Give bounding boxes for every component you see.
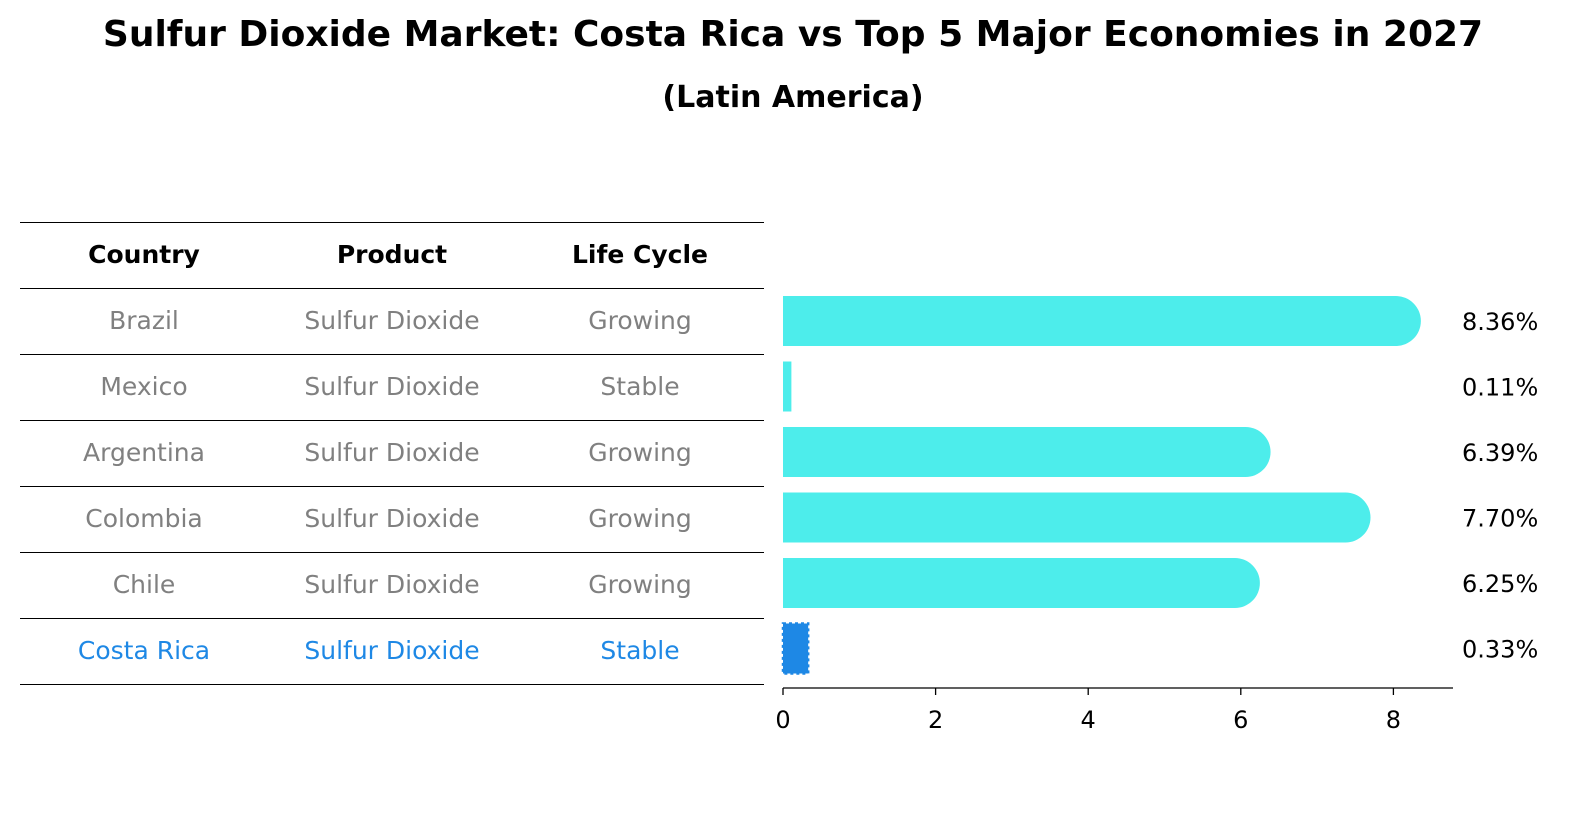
table-rule <box>20 420 764 421</box>
table-cell-life-cycle: Growing <box>588 306 692 335</box>
x-tick-label: 4 <box>1081 706 1096 734</box>
table-cell-product: Sulfur Dioxide <box>304 306 480 335</box>
table-cell-product: Sulfur Dioxide <box>304 570 480 599</box>
bar <box>783 558 1260 608</box>
value-label: 0.33% <box>1462 636 1538 664</box>
bar <box>783 361 792 412</box>
table-cell-country: Mexico <box>100 372 188 401</box>
table-header-product: Product <box>336 240 448 269</box>
bar-highlight <box>781 622 810 675</box>
table-cell-product: Sulfur Dioxide <box>304 504 480 533</box>
bar <box>783 296 1421 346</box>
bar <box>783 492 1371 543</box>
table-cell-life-cycle: Stable <box>600 372 680 401</box>
table-cell-life-cycle: Growing <box>588 504 692 533</box>
table-cell-country: Costa Rica <box>77 636 211 665</box>
chart-title: Sulfur Dioxide Market: Costa Rica vs Top… <box>102 14 1484 55</box>
x-tick-label: 2 <box>928 706 943 734</box>
table-cell-country: Brazil <box>109 306 179 335</box>
table-cell-product: Sulfur Dioxide <box>304 438 480 467</box>
table-cell-country: Colombia <box>85 504 203 533</box>
table-rule <box>20 222 764 223</box>
table-rule <box>20 684 764 685</box>
table-cell-product: Sulfur Dioxide <box>304 372 480 401</box>
chart-subtitle: (Latin America) <box>662 80 924 115</box>
table-rule <box>20 618 764 619</box>
value-label: 7.70% <box>1462 505 1538 533</box>
table-header-country: Country <box>88 240 200 269</box>
x-tick-label: 6 <box>1233 706 1248 734</box>
table-cell-life-cycle: Stable <box>600 636 680 665</box>
value-label: 8.36% <box>1462 308 1538 336</box>
x-tick-label: 0 <box>775 706 790 734</box>
x-tick-label: 8 <box>1386 706 1401 734</box>
table-rule <box>20 486 764 487</box>
table-rule <box>20 552 764 553</box>
table-cell-product: Sulfur Dioxide <box>304 636 480 665</box>
table-cell-country: Argentina <box>83 438 205 467</box>
value-label: 6.25% <box>1462 570 1538 598</box>
table-rule <box>20 354 764 355</box>
table-rule <box>20 288 764 289</box>
table-cell-life-cycle: Growing <box>588 570 692 599</box>
bar <box>783 427 1271 477</box>
table-cell-country: Chile <box>112 570 176 599</box>
table-cell-life-cycle: Growing <box>588 438 692 467</box>
value-label: 6.39% <box>1462 439 1538 467</box>
table-header-life-cycle: Life Cycle <box>571 240 709 269</box>
value-label: 0.11% <box>1462 374 1538 402</box>
